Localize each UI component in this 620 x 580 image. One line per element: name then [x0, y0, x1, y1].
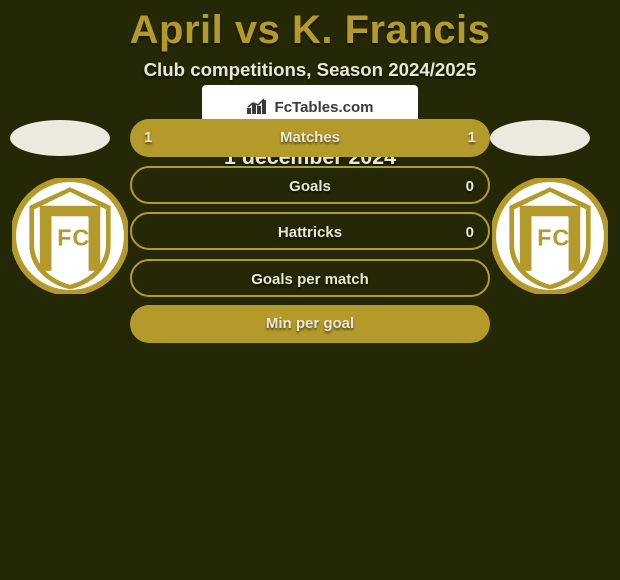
stat-value-left: 1: [144, 119, 152, 157]
bar-chart-icon: [247, 98, 269, 116]
page-title: April vs K. Francis: [0, 0, 620, 53]
club-crest-right: F C: [492, 178, 608, 294]
svg-text:C: C: [72, 224, 89, 250]
stat-row-min-per-goal: Min per goal: [130, 305, 490, 343]
stat-row-goals: Goals0: [130, 166, 490, 204]
stat-row-goals-per-match: Goals per match: [130, 259, 490, 297]
fctables-label: FcTables.com: [275, 99, 374, 116]
stat-label: Hattricks: [132, 214, 488, 252]
stat-row-matches: Matches1 1: [130, 119, 490, 157]
svg-text:F: F: [537, 224, 551, 250]
stat-value-right: 0: [466, 168, 474, 206]
stat-label: Goals: [132, 168, 488, 206]
subtitle: Club competitions, Season 2024/2025: [0, 59, 620, 81]
svg-text:C: C: [552, 224, 569, 250]
svg-text:F: F: [57, 224, 71, 250]
stat-row-hattricks: Hattricks0: [130, 212, 490, 250]
stat-value-right: 1: [468, 119, 476, 157]
club-crest-left: F C: [12, 178, 128, 294]
stat-label: Matches: [130, 119, 490, 157]
player-photo-right: [490, 120, 590, 156]
stat-value-right: 0: [466, 214, 474, 252]
stat-label: Min per goal: [130, 305, 490, 343]
player-photo-left: [10, 120, 110, 156]
stat-label: Goals per match: [132, 261, 488, 299]
stat-rows: Matches11Goals0Hattricks0Goals per match…: [130, 119, 490, 352]
comparison-card: April vs K. Francis Club competitions, S…: [0, 0, 620, 580]
